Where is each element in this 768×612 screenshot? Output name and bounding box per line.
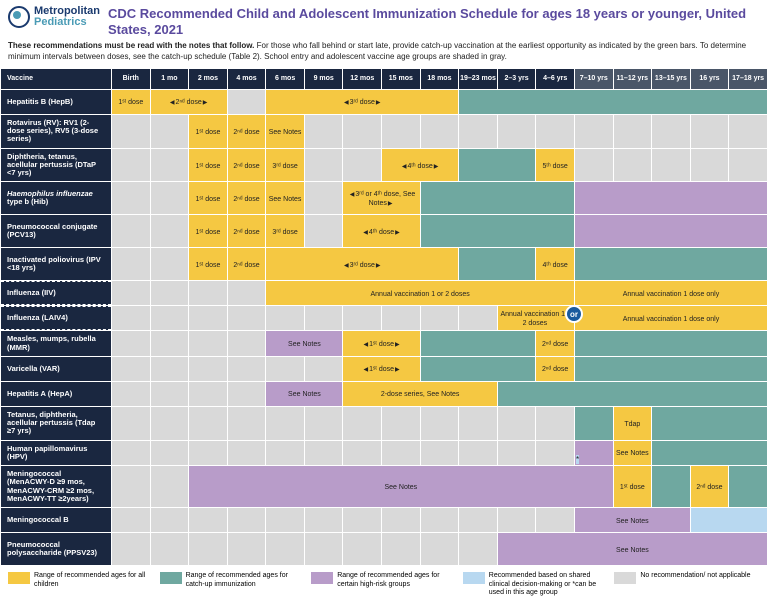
- column-header: 12 mos: [343, 69, 381, 89]
- vaccine-name: Meningococcal (MenACWY-D ≥9 mos, MenACWY…: [1, 466, 111, 507]
- intro-bold: These recommendations must be read with …: [8, 41, 254, 50]
- legend-label: Range of recommended ages for catch-up i…: [186, 572, 306, 589]
- column-header: 13–15 yrs: [652, 69, 690, 89]
- row-mmr: Measles, mumps, rubella (MMR) See Notes …: [1, 331, 767, 356]
- vaccine-name: Diphtheria, tetanus, acellular pertussis…: [1, 149, 111, 182]
- column-header: 16 yrs: [691, 69, 729, 89]
- legend-item: Range of recommended ages for catch-up i…: [160, 572, 306, 589]
- vaccine-name: Pneumococcal conjugate (PCV13): [1, 215, 111, 247]
- header: Metropolitan Pediatrics CDC Recommended …: [0, 0, 768, 41]
- row-hpv: Human papillomavirus (HPV) * See Notes: [1, 441, 767, 466]
- legend-item: Range of recommended ages for certain hi…: [311, 572, 457, 589]
- legend-label: Range of recommended ages for all childr…: [34, 572, 154, 589]
- vaccine-name: Measles, mumps, rubella (MMR): [1, 331, 111, 356]
- vaccine-name: Inactivated poliovirus (IPV <18 yrs): [1, 248, 111, 280]
- legend-swatch: [614, 572, 636, 584]
- vaccine-name: Rotavirus (RV): RV1 (2-dose series), RV5…: [1, 115, 111, 148]
- logo: Metropolitan Pediatrics: [8, 6, 100, 28]
- legend-swatch: [8, 572, 30, 584]
- legend-item: No recommendation/ not applicable: [614, 572, 760, 584]
- column-header: 9 mos: [305, 69, 343, 89]
- row-ppsv: Pneumococcal polysaccharide (PPSV23) See…: [1, 533, 767, 565]
- column-header: 1 mo: [151, 69, 189, 89]
- column-header: 2–3 yrs: [498, 69, 536, 89]
- vaccine-name: Hepatitis A (HepA): [1, 382, 111, 406]
- column-header: 6 mos: [266, 69, 304, 89]
- vaccine-name: Influenza (LAIV4): [1, 306, 111, 330]
- legend-item: Range of recommended ages for all childr…: [8, 572, 154, 589]
- column-header: 15 mos: [382, 69, 420, 89]
- row-hepb: Hepatitis B (HepB) 1ˢᵗ dose 2ⁿᵈ dose 3ʳᵈ…: [1, 90, 767, 114]
- column-header: 11–12 yrs: [614, 69, 652, 89]
- immunization-table: VaccineBirth1 mo2 mos4 mos6 mos9 mos12 m…: [0, 68, 768, 566]
- column-header: 4–6 yrs: [536, 69, 574, 89]
- legend-label: No recommendation/ not applicable: [640, 572, 750, 580]
- row-dtap: Diphtheria, tetanus, acellular pertussis…: [1, 149, 767, 182]
- page-title: CDC Recommended Child and Adolescent Imm…: [108, 6, 760, 37]
- logo-icon: [8, 6, 30, 28]
- row-hib: Haemophilus influenzae type b (Hib) 1ˢᵗ …: [1, 182, 767, 214]
- star-note: *: [576, 455, 579, 464]
- table-header-row: VaccineBirth1 mo2 mos4 mos6 mos9 mos12 m…: [1, 69, 767, 89]
- row-menb: Meningococcal B See Notes: [1, 508, 767, 532]
- row-hepa: Hepatitis A (HepA) See Notes 2-dose seri…: [1, 382, 767, 406]
- vaccine-name: Meningococcal B: [1, 508, 111, 532]
- row-laiv: Influenza (LAIV4) Annual vaccination 1 o…: [1, 306, 767, 330]
- row-tdap: Tetanus, diphtheria, acellular pertussis…: [1, 407, 767, 440]
- row-pcv: Pneumococcal conjugate (PCV13) 1ˢᵗ dose …: [1, 215, 767, 247]
- column-header: 17–18 yrs: [729, 69, 767, 89]
- row-iiv: Influenza (IIV) Annual vaccination 1 or …: [1, 281, 767, 305]
- column-header: 18 mos: [421, 69, 459, 89]
- column-header: 19–23 mos: [459, 69, 497, 89]
- vaccine-name: Tetanus, diphtheria, acellular pertussis…: [1, 407, 111, 440]
- column-header: 7–10 yrs: [575, 69, 613, 89]
- legend-swatch: [160, 572, 182, 584]
- vaccine-name: Influenza (IIV): [1, 281, 111, 305]
- column-header: 2 mos: [189, 69, 227, 89]
- row-ipv: Inactivated poliovirus (IPV <18 yrs) 1ˢᵗ…: [1, 248, 767, 280]
- legend-item: Recommended based on shared clinical dec…: [463, 572, 609, 597]
- legend: Range of recommended ages for all childr…: [0, 566, 768, 603]
- row-var: Varicella (VAR) 1ˢᵗ dose 2ⁿᵈ dose: [1, 357, 767, 381]
- intro-text: These recommendations must be read with …: [0, 41, 768, 68]
- vaccine-name: Hepatitis B (HepB): [1, 90, 111, 114]
- row-menacwy: Meningococcal (MenACWY-D ≥9 mos, MenACWY…: [1, 466, 767, 507]
- column-header: Vaccine: [1, 69, 111, 89]
- vaccine-name: Pneumococcal polysaccharide (PPSV23): [1, 533, 111, 565]
- legend-swatch: [463, 572, 485, 584]
- column-header: Birth: [112, 69, 150, 89]
- legend-label: Recommended based on shared clinical dec…: [489, 572, 609, 597]
- vaccine-name: Haemophilus influenzae type b (Hib): [1, 182, 111, 214]
- legend-label: Range of recommended ages for certain hi…: [337, 572, 457, 589]
- vaccine-name: Varicella (VAR): [1, 357, 111, 381]
- row-rotavirus: Rotavirus (RV): RV1 (2-dose series), RV5…: [1, 115, 767, 148]
- column-header: 4 mos: [228, 69, 266, 89]
- vaccine-name: Human papillomavirus (HPV): [1, 441, 111, 466]
- legend-swatch: [311, 572, 333, 584]
- logo-line2: Pediatrics: [34, 17, 100, 28]
